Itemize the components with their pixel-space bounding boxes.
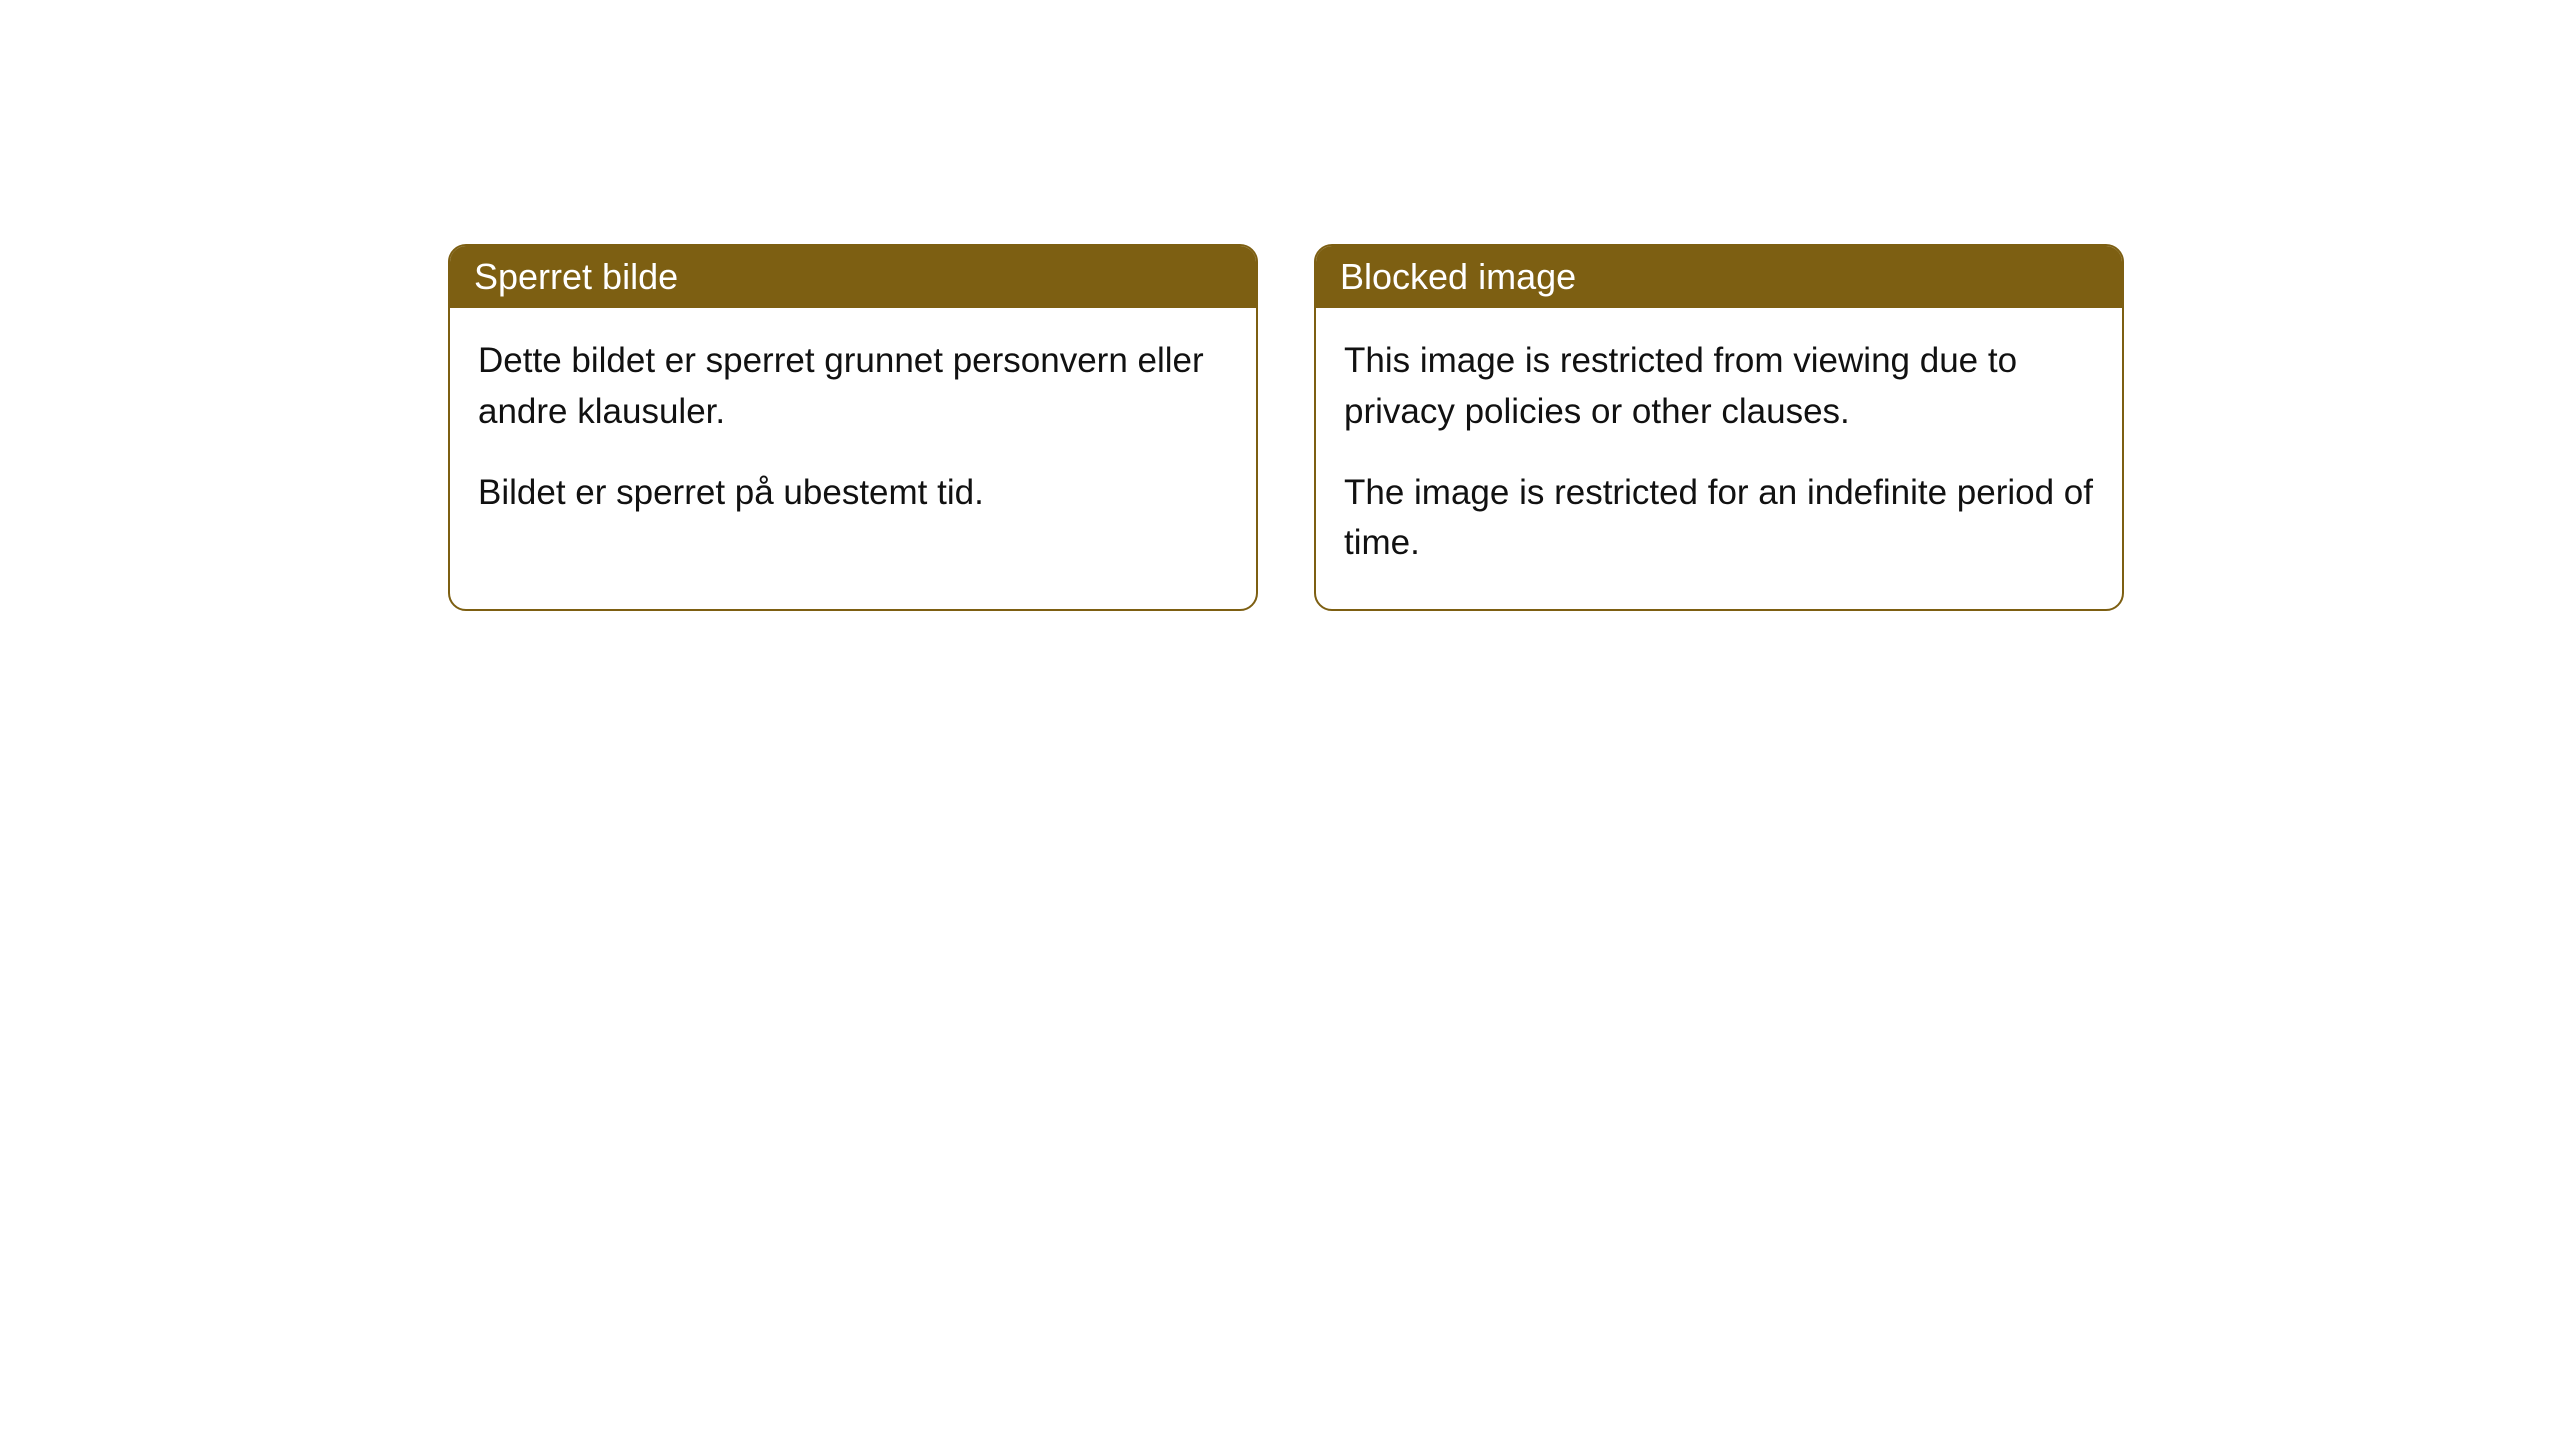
card-english-p2: The image is restricted for an indefinit… [1344,468,2094,570]
cards-container: Sperret bilde Dette bildet er sperret gr… [0,0,2560,611]
card-norwegian-p1: Dette bildet er sperret grunnet personve… [478,336,1228,438]
card-norwegian-p2: Bildet er sperret på ubestemt tid. [478,468,1228,519]
card-english-body: This image is restricted from viewing du… [1316,308,2122,609]
card-english: Blocked image This image is restricted f… [1314,244,2124,611]
card-norwegian-body: Dette bildet er sperret grunnet personve… [450,308,1256,558]
card-norwegian-header: Sperret bilde [450,246,1256,308]
card-norwegian: Sperret bilde Dette bildet er sperret gr… [448,244,1258,611]
card-norwegian-title: Sperret bilde [474,256,678,297]
card-english-title: Blocked image [1340,256,1576,297]
card-english-header: Blocked image [1316,246,2122,308]
card-english-p1: This image is restricted from viewing du… [1344,336,2094,438]
